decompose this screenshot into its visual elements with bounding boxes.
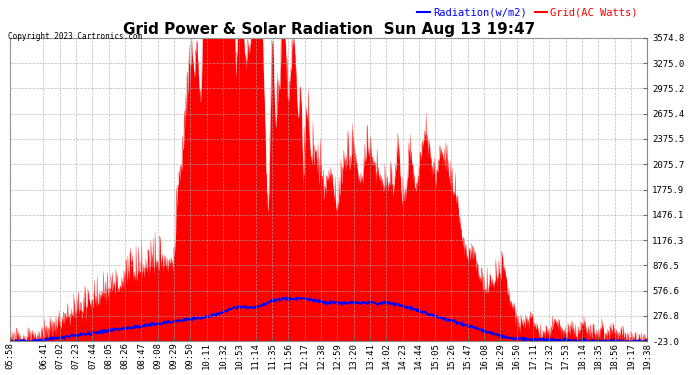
Title: Grid Power & Solar Radiation  Sun Aug 13 19:47: Grid Power & Solar Radiation Sun Aug 13 … <box>123 22 535 37</box>
Legend: Radiation(w/m2), Grid(AC Watts): Radiation(w/m2), Grid(AC Watts) <box>413 4 642 22</box>
Text: Copyright 2023 Cartronics.com: Copyright 2023 Cartronics.com <box>8 32 142 41</box>
